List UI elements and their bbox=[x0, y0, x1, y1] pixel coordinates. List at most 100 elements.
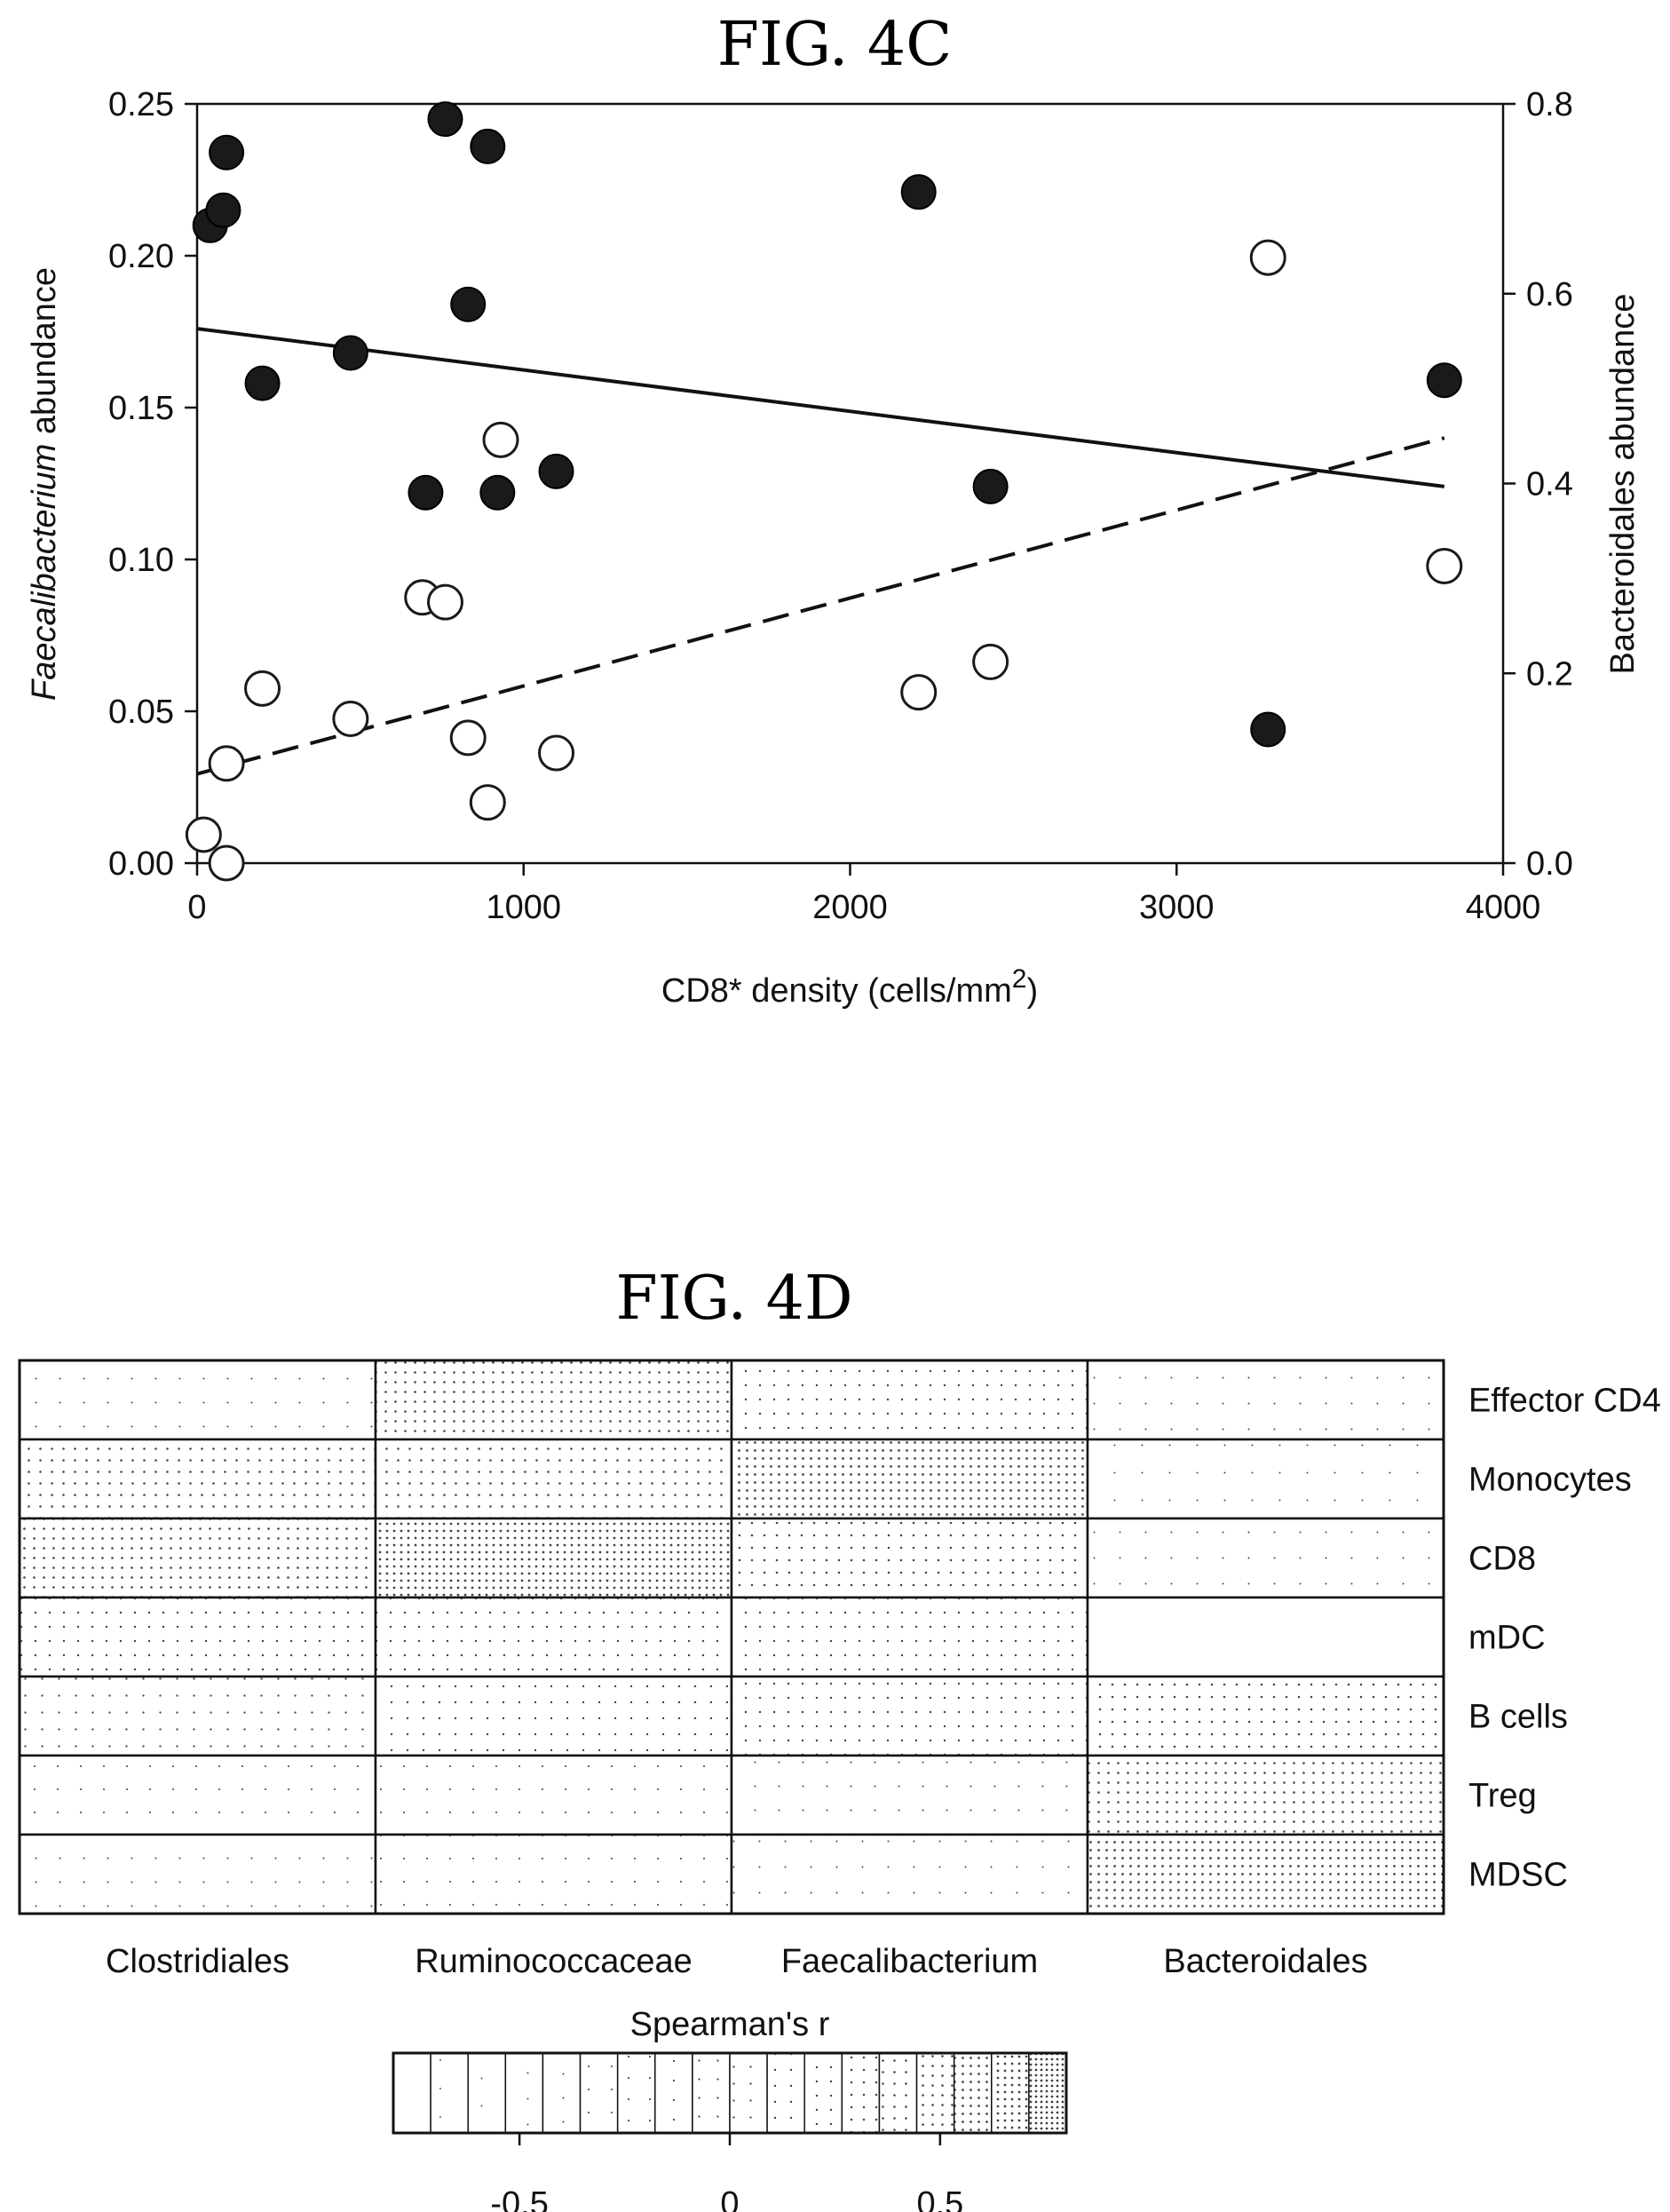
heatmap-cell bbox=[1086, 1754, 1445, 1836]
bacteroidales-point bbox=[1249, 239, 1286, 276]
colorbar-step bbox=[1028, 2052, 1067, 2134]
heatmap bbox=[18, 1359, 1445, 1915]
heatmap-cell bbox=[1086, 1359, 1445, 1441]
heatmap-column-label: Ruminococcaceae bbox=[415, 1943, 693, 1980]
x-tick-label: 2000 bbox=[812, 889, 888, 926]
heatmap-cell bbox=[18, 1438, 377, 1520]
fig-4d-title: FIG. 4D bbox=[616, 1264, 853, 1334]
heatmap-cell bbox=[18, 1675, 377, 1757]
colorbar-tick-label: 0 bbox=[720, 2185, 739, 2212]
y2-axis-label: Bacteroidales abundance bbox=[1604, 294, 1642, 675]
heatmap-cell bbox=[18, 1517, 377, 1599]
faecalibacterium-trendline bbox=[196, 327, 1445, 488]
faecalibacterium-point bbox=[244, 365, 281, 401]
trendlines bbox=[196, 327, 1445, 776]
y-tick-label: 0.10 bbox=[108, 542, 174, 579]
heatmap-cell bbox=[374, 1517, 733, 1599]
bacteroidales-point bbox=[244, 670, 281, 707]
colorbar-step bbox=[616, 2052, 656, 2134]
faecalibacterium-point bbox=[1426, 362, 1462, 399]
colorbar-step bbox=[579, 2052, 619, 2134]
heatmap-cell bbox=[730, 1675, 1089, 1757]
colorbar-step bbox=[991, 2052, 1030, 2134]
y-tick-label: 0.25 bbox=[108, 86, 174, 123]
heatmap-cell bbox=[374, 1833, 733, 1915]
heatmap-row-label: Treg bbox=[1468, 1778, 1537, 1815]
heatmap-column-labels: Clostridiales Ruminococcaceae Faecalibacte… bbox=[106, 1943, 1368, 1980]
y-tick-label: 0.00 bbox=[108, 845, 174, 883]
heatmap-cell bbox=[730, 1517, 1089, 1599]
colorbar-step bbox=[430, 2052, 469, 2134]
x-tick-label: 4000 bbox=[1466, 889, 1541, 926]
heatmap-row-label: CD8 bbox=[1468, 1541, 1536, 1578]
colorbar-step bbox=[729, 2052, 768, 2134]
bacteroidales-point bbox=[1426, 547, 1463, 584]
faecalibacterium-point bbox=[479, 474, 516, 511]
colorbar-step bbox=[878, 2052, 918, 2134]
heatmap-cell bbox=[18, 1359, 377, 1441]
heatmap-column-label: Faecalibacterium bbox=[781, 1943, 1038, 1980]
bacteroidales-point bbox=[426, 583, 463, 621]
faecalibacterium-point bbox=[205, 192, 241, 228]
heatmap-cell bbox=[1086, 1438, 1445, 1520]
bacteroidales-point bbox=[208, 745, 245, 782]
faecalibacterium-point bbox=[972, 468, 1009, 504]
bacteroidales-point bbox=[538, 734, 575, 772]
heatmap-row-label: MDSC bbox=[1468, 1857, 1568, 1894]
heatmap-frame bbox=[18, 1359, 1445, 1915]
scatter-plot-frame bbox=[195, 102, 1505, 865]
heatmap-cell bbox=[374, 1754, 733, 1836]
faecalibacterium-point bbox=[408, 474, 444, 511]
colorbar-step bbox=[504, 2052, 544, 2134]
faecalibacterium-point bbox=[900, 174, 937, 210]
colorbar: -0.5 0 0.5 bbox=[392, 2051, 1068, 2212]
x-axis-label: CD8* density (cells/mm2) bbox=[661, 964, 1038, 1010]
bacteroidales-point bbox=[469, 784, 506, 821]
colorbar-step bbox=[467, 2052, 507, 2134]
faecalibacterium-point bbox=[1250, 711, 1286, 748]
heatmap-row-label: Effector CD4 bbox=[1468, 1383, 1661, 1420]
faecalibacterium-point bbox=[450, 286, 487, 322]
bacteroidales-point bbox=[332, 701, 369, 738]
heatmap-cell bbox=[730, 1833, 1089, 1915]
heatmap-cell bbox=[1086, 1596, 1445, 1678]
heatmap-cell bbox=[374, 1596, 733, 1678]
colorbar-step bbox=[392, 2052, 431, 2134]
heatmap-row-label: Monocytes bbox=[1468, 1462, 1632, 1499]
scatter-plot: 0 1000 2000 3000 4000 0.000.050.100.150.200.… bbox=[108, 86, 1573, 926]
colorbar-step bbox=[542, 2052, 582, 2134]
heatmap-cell bbox=[1086, 1675, 1445, 1757]
x-axis: 0 1000 2000 3000 4000 bbox=[187, 863, 1540, 926]
faecalibacterium-point bbox=[209, 134, 245, 170]
bacteroidales-point bbox=[449, 719, 487, 757]
y-tick-label: 0.20 bbox=[108, 238, 174, 275]
faecalibacterium-point bbox=[332, 335, 368, 371]
colorbar-step bbox=[841, 2052, 881, 2134]
heatmap-cell bbox=[730, 1754, 1089, 1836]
heatmap-cell bbox=[1086, 1517, 1445, 1599]
colorbar-step bbox=[953, 2052, 993, 2134]
colorbar-step bbox=[654, 2052, 693, 2134]
x-tick-label: 1000 bbox=[486, 889, 561, 926]
heatmap-cell bbox=[374, 1675, 733, 1757]
bacteroidales-point bbox=[208, 844, 245, 882]
heatmap-column-label: Clostridiales bbox=[106, 1943, 289, 1980]
heatmap-cell bbox=[730, 1359, 1089, 1441]
heatmap-row-labels: Effector CD4 Monocytes CD8 mDC B cells Treg MD… bbox=[1468, 1383, 1661, 1894]
heatmap-cell bbox=[18, 1754, 377, 1836]
data-points bbox=[185, 101, 1463, 882]
bacteroidales-point bbox=[482, 421, 519, 458]
y-tick-label: 0.15 bbox=[108, 390, 174, 427]
heatmap-row-label: B cells bbox=[1468, 1699, 1568, 1736]
faecalibacterium-point bbox=[427, 101, 463, 138]
fig-4c-title: FIG. 4C bbox=[717, 10, 952, 80]
y-axis-label: Faecalibacterium abundance bbox=[26, 267, 63, 701]
y2-tick-label: 0.2 bbox=[1526, 655, 1573, 693]
bacteroidales-point bbox=[972, 643, 1009, 680]
y2-tick-label: 0.6 bbox=[1526, 276, 1573, 313]
y-axis-right: 0.0 0.2 0.4 0.6 0.8 bbox=[1503, 86, 1573, 883]
colorbar-label: Spearman's r bbox=[630, 2006, 830, 2043]
faecalibacterium-point bbox=[538, 453, 574, 489]
heatmap-cell bbox=[374, 1359, 733, 1441]
